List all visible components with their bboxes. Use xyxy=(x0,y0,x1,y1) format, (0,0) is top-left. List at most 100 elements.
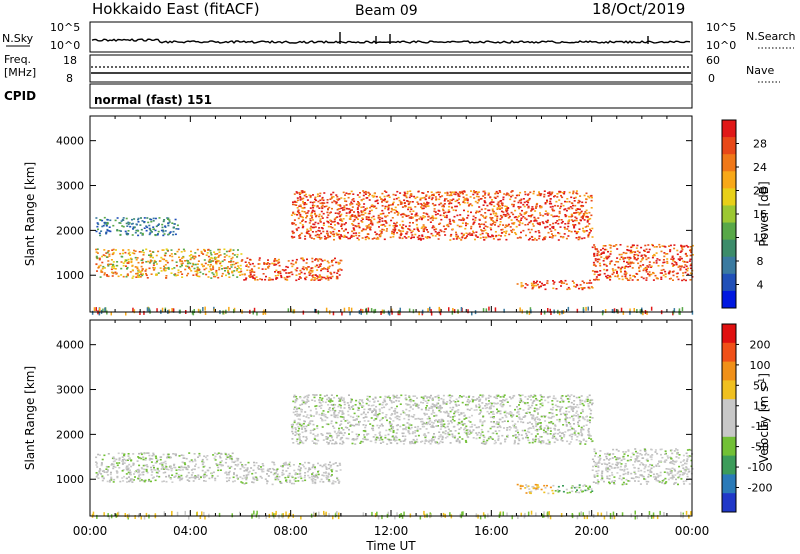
echo-cell xyxy=(472,231,475,234)
echo-cell xyxy=(116,261,119,263)
echo-cell xyxy=(423,205,426,207)
y-tick-label: 1000 xyxy=(56,269,84,282)
echo-cell xyxy=(219,254,222,256)
echo-cell xyxy=(248,470,251,473)
echo-cell xyxy=(336,212,339,215)
echo-cell xyxy=(516,283,519,285)
echo-cell xyxy=(397,424,399,426)
echo-cell xyxy=(472,215,475,218)
echo-cell xyxy=(409,201,412,203)
echo-cell xyxy=(582,215,584,217)
echo-cell xyxy=(586,396,589,398)
echo-cell xyxy=(352,439,355,441)
echo-cell xyxy=(662,274,665,277)
echo-cell xyxy=(650,265,653,268)
echo-cell xyxy=(446,194,449,196)
echo-cell xyxy=(527,223,529,226)
echo-cell xyxy=(301,480,304,482)
echo-cell xyxy=(105,252,108,254)
echo-cell xyxy=(518,224,521,226)
echo-cell xyxy=(306,212,309,214)
echo-cell xyxy=(416,226,419,229)
echo-cell xyxy=(430,421,433,424)
echo-cell xyxy=(310,237,313,239)
echo-cell xyxy=(666,253,669,255)
echo-cell xyxy=(314,259,317,261)
echo-cell xyxy=(221,464,224,467)
echo-cell xyxy=(401,227,404,229)
echo-cell xyxy=(600,256,603,258)
echo-cell xyxy=(500,229,503,231)
echo-cell xyxy=(354,419,357,421)
echo-cell xyxy=(268,263,271,265)
echo-cell xyxy=(314,467,317,470)
echo-cell xyxy=(243,470,246,472)
echo-cell xyxy=(624,273,627,276)
echo-cell xyxy=(407,426,410,429)
echo-cell xyxy=(271,262,274,265)
echo-cell xyxy=(449,191,452,193)
echo-cell xyxy=(284,461,287,464)
echo-cell xyxy=(511,190,514,192)
echo-cell xyxy=(399,201,402,203)
echo-cell xyxy=(302,266,305,268)
echo-cell xyxy=(293,193,296,195)
echo-cell xyxy=(140,265,143,268)
echo-cell xyxy=(157,272,160,274)
echo-cell xyxy=(561,196,564,199)
echo-cell xyxy=(425,203,428,206)
echo-cell xyxy=(552,227,555,229)
echo-cell xyxy=(131,277,134,279)
echo-cell xyxy=(179,260,182,263)
echo-cell xyxy=(127,252,130,255)
echo-cell xyxy=(308,467,311,469)
echo-cell xyxy=(336,436,338,439)
echo-cell xyxy=(690,264,693,266)
echo-cell xyxy=(505,230,508,233)
echo-cell xyxy=(295,201,298,203)
echo-cell xyxy=(172,233,175,236)
echo-cell xyxy=(296,473,299,475)
echo-cell xyxy=(546,280,549,282)
echo-cell xyxy=(137,269,140,271)
echo-cell xyxy=(536,280,539,283)
echo-cell xyxy=(292,263,295,266)
echo-cell xyxy=(577,238,580,241)
echo-cell xyxy=(452,416,455,418)
echo-cell xyxy=(451,408,454,411)
echo-cell xyxy=(337,208,340,210)
echo-cell xyxy=(567,429,570,432)
echo-cell xyxy=(371,204,374,206)
echo-cell xyxy=(218,248,221,251)
echo-cell xyxy=(187,261,190,263)
echo-cell xyxy=(412,431,415,433)
echo-cell xyxy=(105,471,108,474)
echo-cell xyxy=(372,436,375,438)
echo-cell xyxy=(565,415,568,417)
echo-cell xyxy=(440,230,443,233)
echo-cell xyxy=(511,203,514,206)
echo-cell xyxy=(234,460,237,463)
echo-cell xyxy=(568,411,571,413)
echo-cell xyxy=(588,231,591,234)
echo-cell xyxy=(344,200,347,202)
echo-cell xyxy=(539,426,542,428)
echo-cell xyxy=(393,226,396,229)
echo-cell xyxy=(420,408,423,411)
echo-cell xyxy=(588,233,590,236)
echo-cell xyxy=(306,230,309,233)
echo-cell xyxy=(440,419,443,422)
echo-cell xyxy=(102,265,105,268)
echo-cell xyxy=(319,265,322,267)
echo-cell xyxy=(239,268,242,270)
echo-cell xyxy=(575,192,578,194)
echo-cell xyxy=(497,435,500,437)
echo-cell xyxy=(540,442,543,445)
echo-cell xyxy=(293,421,296,424)
echo-cell xyxy=(251,269,254,271)
echo-cell xyxy=(572,410,574,412)
echo-cell xyxy=(298,205,301,207)
echo-cell xyxy=(422,217,425,219)
echo-cell xyxy=(458,219,461,221)
echo-cell xyxy=(273,260,276,262)
